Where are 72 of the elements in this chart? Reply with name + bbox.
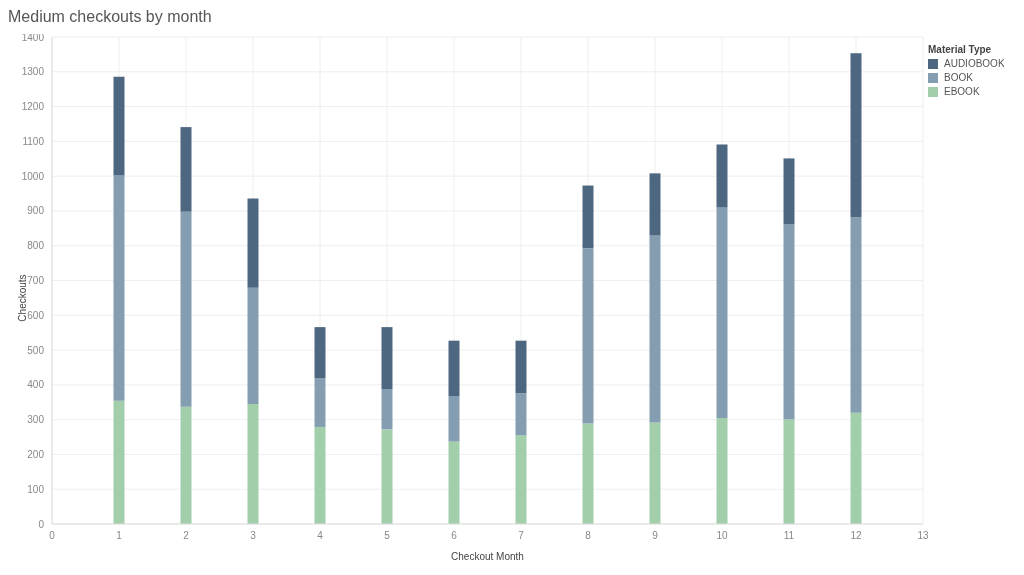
x-tick-label: 9 <box>652 530 659 542</box>
x-tick-label: 5 <box>384 530 391 542</box>
y-tick-label: 0 <box>38 518 45 530</box>
bar <box>649 173 661 236</box>
y-tick-label: 700 <box>27 275 45 287</box>
x-tick-label: 10 <box>716 530 728 542</box>
x-tick-label: 3 <box>250 530 257 542</box>
legend-label: AUDIOBOOK <box>944 58 1005 69</box>
bar <box>113 175 125 401</box>
bar <box>649 235 661 423</box>
x-tick-label: 13 <box>917 530 929 542</box>
bar <box>247 198 259 288</box>
bar <box>783 224 795 420</box>
bar <box>515 435 527 524</box>
bar <box>247 403 259 524</box>
x-tick-label: 4 <box>317 530 324 542</box>
x-tick-label: 0 <box>49 530 56 542</box>
bar <box>448 441 460 524</box>
bar <box>381 429 393 524</box>
y-tick-label: 500 <box>27 344 45 356</box>
bar <box>716 207 728 418</box>
bar <box>582 248 594 424</box>
bar <box>582 423 594 524</box>
bar <box>180 406 192 524</box>
bar <box>247 287 259 404</box>
bar <box>850 217 862 413</box>
y-tick-label: 900 <box>27 205 45 217</box>
y-tick-label: 400 <box>27 379 45 391</box>
bar <box>649 422 661 524</box>
bar <box>113 400 125 524</box>
y-axis-title: Checkouts <box>16 274 28 322</box>
y-tick-label: 100 <box>27 483 45 495</box>
bar <box>850 53 862 218</box>
legend-title: Material Type <box>928 44 993 55</box>
x-tick-label: 7 <box>518 530 525 542</box>
bar <box>180 211 192 407</box>
bar <box>850 412 862 524</box>
bar <box>515 340 527 394</box>
bar <box>783 158 795 225</box>
y-tick-label: 800 <box>27 240 45 252</box>
chart-title: Medium checkouts by month <box>8 8 212 26</box>
bar <box>381 389 393 430</box>
y-tick-label: 300 <box>27 414 45 426</box>
y-tick-label: 200 <box>27 448 45 460</box>
y-tick-label: 1000 <box>21 170 45 182</box>
x-tick-label: 6 <box>451 530 458 542</box>
x-tick-label: 8 <box>585 530 592 542</box>
bar <box>314 426 326 524</box>
bar <box>716 144 728 208</box>
x-tick-label: 11 <box>783 530 795 542</box>
bar <box>582 185 594 249</box>
x-tick-label: 2 <box>183 530 190 542</box>
legend-label: EBOOK <box>944 86 980 97</box>
y-tick-label: 1200 <box>21 101 45 113</box>
y-tick-label: 1100 <box>22 135 45 147</box>
bar <box>515 393 527 436</box>
bar <box>783 419 795 524</box>
y-tick-label: 1400 <box>21 31 45 43</box>
bar <box>314 327 326 379</box>
y-tick-label: 1300 <box>21 66 45 78</box>
bar <box>113 76 125 176</box>
x-tick-label: 12 <box>850 530 862 542</box>
x-axis-title: Checkout Month <box>451 551 524 562</box>
bar <box>448 395 460 442</box>
bar <box>448 340 460 396</box>
bar <box>716 417 728 524</box>
bar <box>314 378 326 427</box>
legend-label: BOOK <box>944 72 973 83</box>
x-tick-label: 1 <box>116 530 123 542</box>
bar <box>381 327 393 390</box>
bar <box>180 127 192 212</box>
y-tick-label: 600 <box>27 309 45 321</box>
